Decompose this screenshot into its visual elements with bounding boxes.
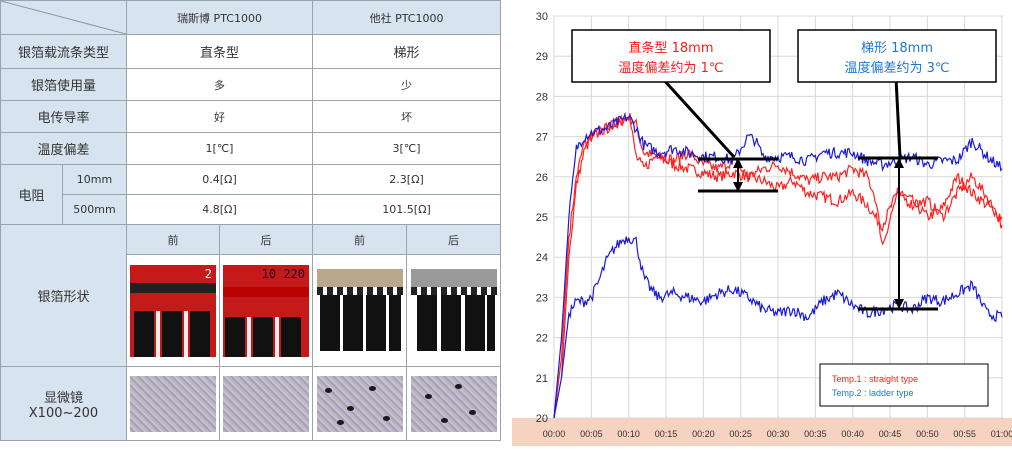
legend-box (819, 363, 989, 407)
x-tick-label: 00:55 (953, 429, 976, 439)
micro-cell-4 (406, 366, 502, 441)
y-tick-label: 24 (536, 252, 548, 264)
microscope-image-3 (316, 375, 403, 432)
row-label-usage: 银箔使用量 (0, 68, 127, 101)
y-tick-label: 26 (536, 172, 548, 184)
column-header-ours: 瑞斯博 PTC1000 (125, 0, 314, 35)
shape-back-ours: 后 (218, 224, 314, 255)
legend-entry-1: Temp.1 : straight type (832, 374, 918, 384)
photo-cell-front-ours: 2 (126, 254, 220, 367)
row-label-microscope: 显微镜 X100~200 (0, 366, 127, 441)
ann-red-subtitle: 温度偏差约为 1℃ (618, 60, 723, 76)
x-tick-label: 00:10 (617, 429, 640, 439)
chart-annotations: 直条型 18mm 温度偏差约为 1℃ 梯形 18mm 温度偏差约为 3℃ (571, 29, 997, 311)
x-tick-label: 00:05 (580, 429, 603, 439)
ann-blue-title: 梯形 18mm (861, 41, 933, 56)
photo-cell-back-ours: 10 220 (218, 254, 314, 367)
chart-legend: Temp.1 : straight type Temp.2 : ladder t… (819, 363, 989, 407)
cell-temp-deviation-ours: 1[℃] (125, 132, 314, 165)
silver-foil-back-other-photo (410, 264, 497, 357)
foil-print-text-back: 10 220 (261, 266, 305, 281)
ann-blue-arrowhead-up (894, 158, 904, 168)
y-tick-label: 21 (536, 373, 548, 385)
shape-front-ours: 前 (126, 224, 220, 255)
y-tick-label: 25 (536, 212, 548, 224)
silver-foil-back-ours-photo: 10 220 (223, 264, 309, 357)
x-tick-label: 00:35 (804, 429, 827, 439)
ann-blue-arrowhead-down (894, 299, 904, 309)
microscope-image-2 (223, 375, 309, 432)
ann-red-arrowhead-up (733, 158, 743, 168)
microscope-magnification: X100~200 (28, 405, 99, 421)
ann-red-title: 直条型 18mm (628, 40, 713, 56)
ann-blue-box (797, 29, 997, 83)
ann-blue-subtitle: 温度偏差约为 3℃ (844, 60, 949, 76)
series-line-2 (560, 116, 1003, 378)
cell-type-ours: 直条型 (125, 34, 314, 69)
x-tick-label: 00:50 (916, 429, 939, 439)
cell-conductivity-other: 坏 (312, 100, 502, 133)
cell-usage-other: 少 (312, 68, 502, 101)
shape-front-other: 前 (312, 224, 408, 255)
cell-type-other: 梯形 (312, 34, 502, 69)
microscope-image-4 (410, 375, 497, 432)
legend-entry-2: Temp.2 : ladder type (832, 388, 914, 398)
cell-usage-ours: 多 (125, 68, 314, 101)
ann-red-box (571, 29, 771, 83)
x-tick-label: 00:40 (841, 429, 864, 439)
row-label-resistance: 电阻 (0, 164, 63, 225)
row-label-10mm: 10mm (62, 164, 127, 195)
y-tick-label: 28 (536, 91, 548, 103)
y-axis-ticks: 20 21 22 23 24 25 26 27 28 29 30 (536, 11, 548, 425)
photo-cell-back-other (406, 254, 502, 367)
micro-cell-2 (218, 366, 314, 441)
microscope-label: 显微镜 (43, 390, 83, 406)
x-tick-label: 00:25 (729, 429, 752, 439)
cell-500mm-other: 101.5[Ω] (312, 194, 502, 225)
y-tick-label: 23 (536, 292, 548, 304)
cell-10mm-ours: 0.4[Ω] (125, 164, 314, 195)
column-header-other: 他社 PTC1000 (312, 0, 502, 35)
foil-print-text: 2 (204, 266, 212, 281)
x-tick-label: 00:20 (692, 429, 715, 439)
series-line-4 (553, 236, 1003, 419)
x-axis-band (512, 418, 1012, 446)
series-line-3 (553, 111, 1003, 419)
y-tick-label: 27 (536, 132, 548, 144)
micro-cell-1 (126, 366, 220, 441)
cell-conductivity-ours: 好 (125, 100, 314, 133)
microscope-image-1 (130, 375, 216, 432)
chart-series-lines (553, 111, 1003, 419)
silver-foil-front-other-photo (316, 264, 403, 357)
x-tick-label: 00:15 (655, 429, 678, 439)
y-tick-label: 22 (536, 333, 548, 345)
row-label-type: 银箔载流条类型 (0, 34, 127, 69)
x-tick-label: 00:00 (543, 429, 566, 439)
silver-foil-front-ours-photo: 2 (130, 264, 216, 357)
x-tick-label: 00:45 (879, 429, 902, 439)
ann-red-arrowhead-down (733, 182, 743, 192)
y-tick-label: 30 (536, 11, 548, 23)
cell-500mm-ours: 4.8[Ω] (125, 194, 314, 225)
x-tick-label: 00:30 (767, 429, 790, 439)
cell-temp-deviation-other: 3[℃] (312, 132, 502, 165)
row-label-shape: 银箔形状 (0, 224, 127, 367)
row-label-conductivity: 电传导率 (0, 100, 127, 133)
y-tick-label: 20 (536, 413, 548, 425)
ann-blue-pointer (894, 77, 902, 158)
y-tick-label: 29 (536, 51, 548, 63)
row-label-temp-deviation: 温度偏差 (0, 132, 127, 165)
x-axis-ticks: 00:00 00:05 00:10 00:15 00:20 00:25 00:30 00:35… (543, 429, 1012, 439)
table-corner-cell (0, 0, 127, 35)
cell-10mm-other: 2.3[Ω] (312, 164, 502, 195)
micro-cell-3 (312, 366, 408, 441)
row-label-500mm: 500mm (62, 194, 127, 225)
ann-red-pointer (660, 76, 736, 159)
x-tick-label: 01:00 (991, 429, 1012, 439)
shape-back-other: 后 (406, 224, 502, 255)
series-line-1 (553, 113, 1003, 419)
comparison-table: 瑞斯博 PTC1000 他社 PTC1000 银箔载流条类型 直条型 梯形 银箔… (0, 0, 502, 441)
photo-cell-front-other (312, 254, 408, 367)
